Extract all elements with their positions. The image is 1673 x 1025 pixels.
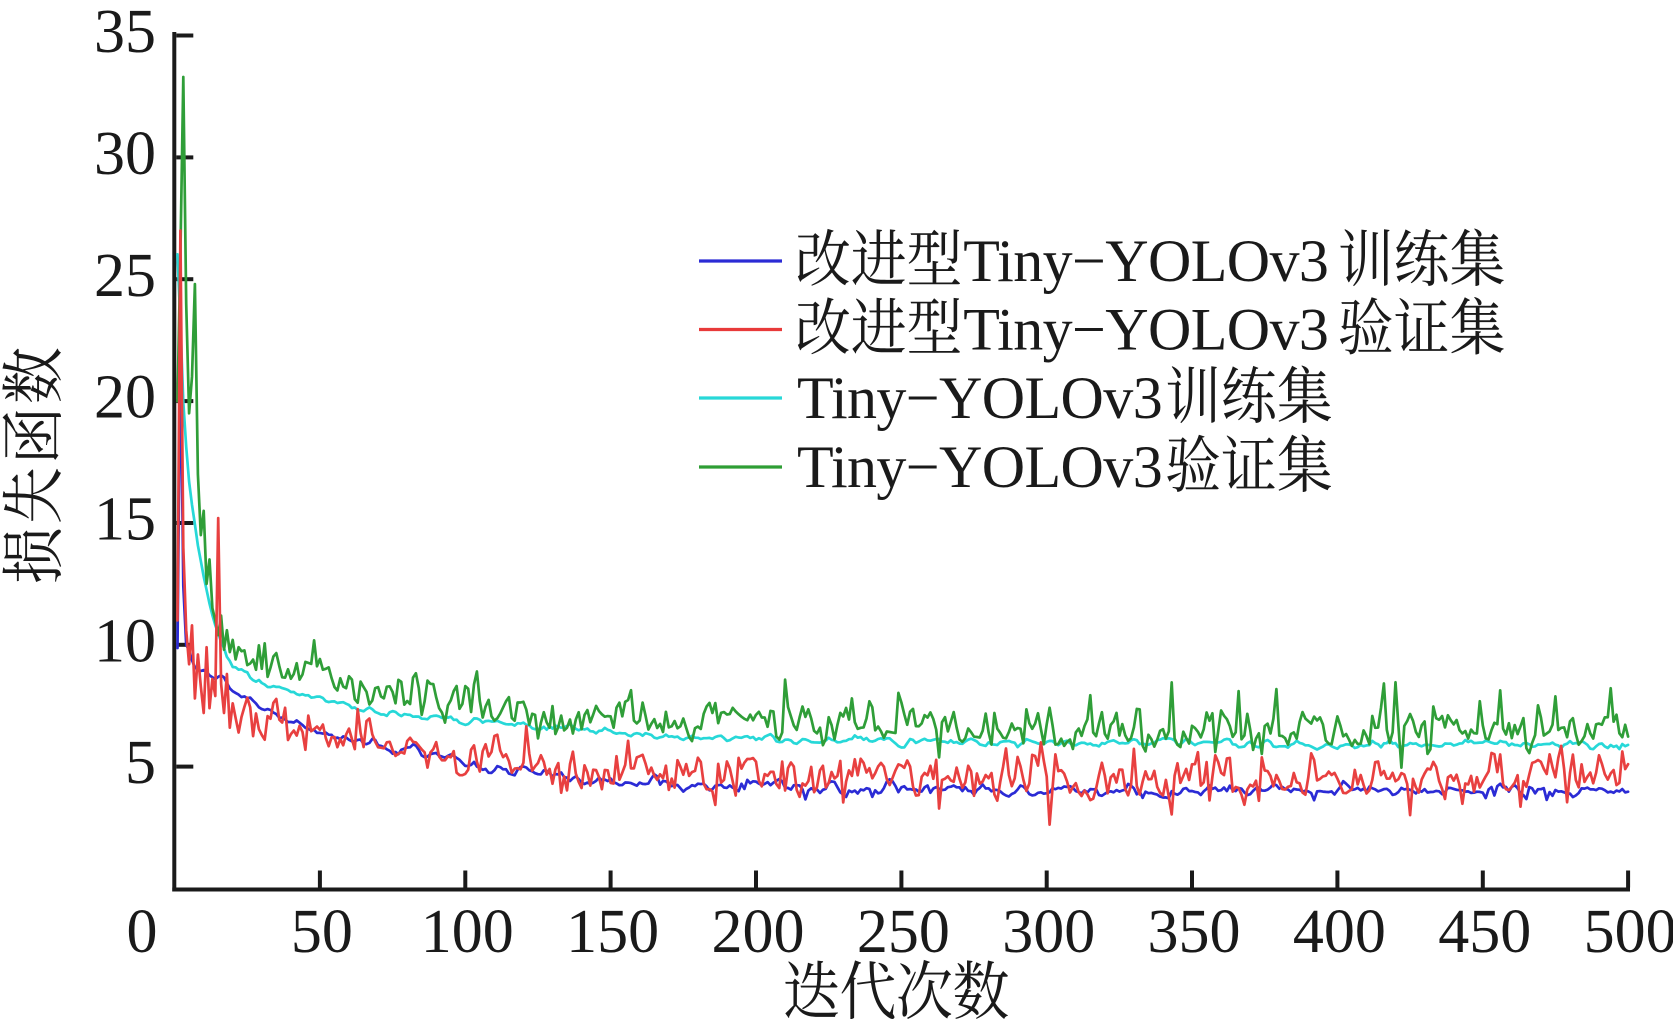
svg-text:35: 35 bbox=[94, 0, 156, 66]
svg-text:200: 200 bbox=[712, 898, 805, 966]
svg-text:10: 10 bbox=[94, 607, 156, 675]
svg-text:Tiny−YOLOv3: Tiny−YOLOv3 bbox=[963, 297, 1328, 363]
svg-text:0: 0 bbox=[127, 898, 158, 966]
svg-text:25: 25 bbox=[94, 242, 156, 310]
svg-text:450: 450 bbox=[1438, 898, 1531, 966]
svg-text:Tiny−YOLOv3: Tiny−YOLOv3 bbox=[963, 228, 1328, 294]
svg-text:300: 300 bbox=[1002, 898, 1095, 966]
svg-text:400: 400 bbox=[1293, 898, 1386, 966]
svg-text:15: 15 bbox=[94, 486, 156, 554]
svg-text:20: 20 bbox=[94, 364, 156, 432]
svg-text:30: 30 bbox=[94, 120, 156, 188]
svg-text:500: 500 bbox=[1584, 898, 1673, 966]
svg-text:150: 150 bbox=[566, 898, 659, 966]
svg-text:50: 50 bbox=[291, 898, 353, 966]
svg-text:Tiny−YOLOv3: Tiny−YOLOv3 bbox=[797, 365, 1162, 431]
svg-text:350: 350 bbox=[1148, 898, 1241, 966]
svg-text:5: 5 bbox=[125, 729, 156, 797]
svg-text:Tiny−YOLOv3: Tiny−YOLOv3 bbox=[797, 434, 1162, 500]
svg-text:100: 100 bbox=[421, 898, 514, 966]
svg-text:250: 250 bbox=[857, 898, 950, 966]
